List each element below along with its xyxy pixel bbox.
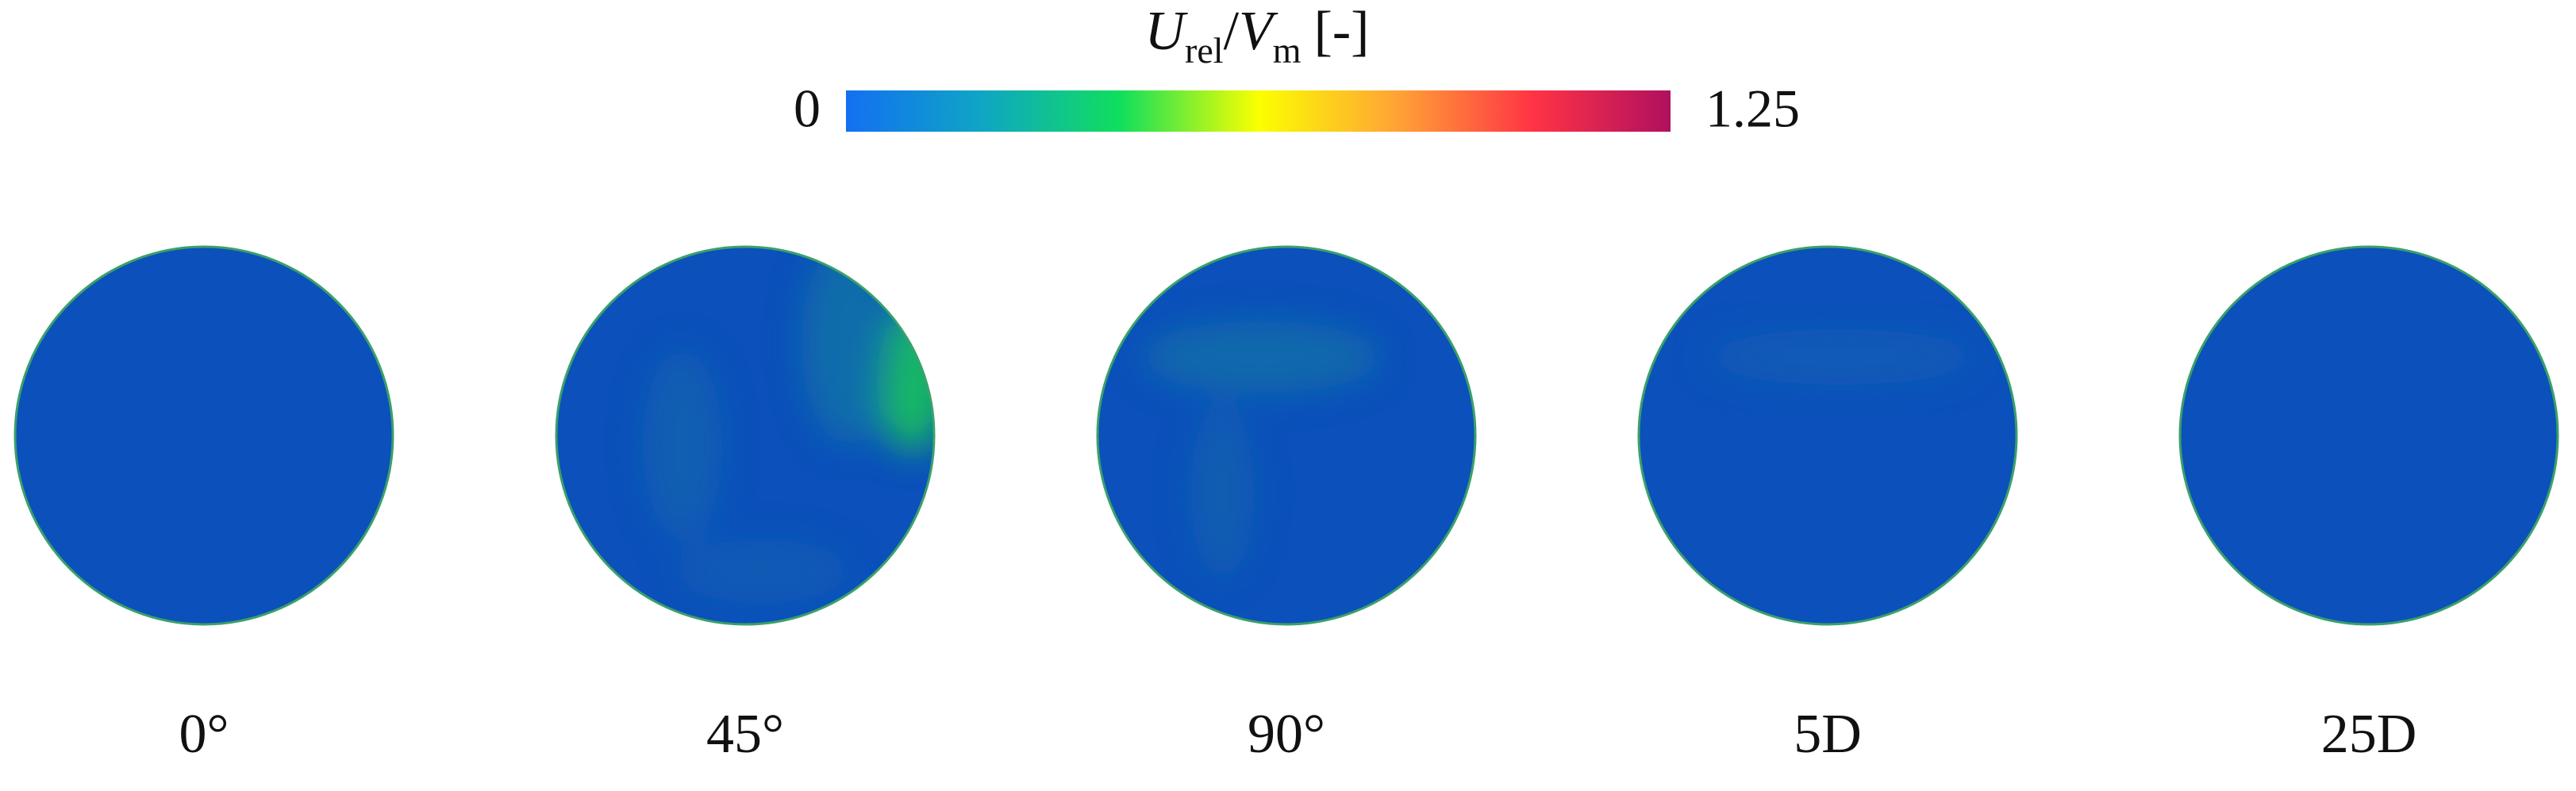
colorbar: 0 1.25 Urel/Vm [-] [794,1,1800,139]
colorbar-tick-label: 1.25 [1705,79,1800,139]
panel-label: 90° [1248,704,1325,765]
label-part: U [1144,1,1188,62]
panel-label: 45° [706,704,784,765]
colorbar-tick-label: 0 [794,79,821,139]
panel-label: 25D [2321,704,2417,765]
label-part: m [1273,30,1301,71]
label-part: / [1224,1,1240,62]
field-disc [13,245,394,626]
field-disc [1096,245,1477,626]
panel-label: 5D [1794,704,1862,765]
flow-feature [1706,329,1976,385]
colorbar-label: Urel/Vm [-] [1144,1,1369,71]
panel-label: 0° [179,704,229,765]
field-disc [1637,245,2018,626]
field-disc [2178,245,2559,626]
label-part: rel [1185,30,1224,71]
flow-feature [1143,321,1381,579]
label-part: V [1239,1,1278,62]
label-part: [-] [1314,1,1370,62]
colorbar-gradient [846,90,1671,132]
